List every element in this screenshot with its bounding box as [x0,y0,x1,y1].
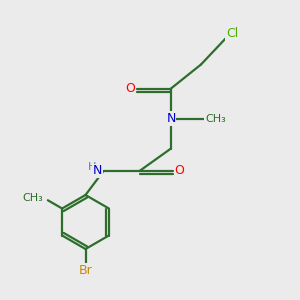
Text: Cl: Cl [226,27,238,40]
Text: CH₃: CH₃ [205,113,226,124]
Text: O: O [174,164,184,178]
Text: Br: Br [79,264,92,277]
Text: H: H [88,161,96,172]
Text: N: N [166,112,176,125]
Text: O: O [125,82,135,95]
Text: CH₃: CH₃ [22,193,43,203]
Text: N: N [93,164,102,178]
